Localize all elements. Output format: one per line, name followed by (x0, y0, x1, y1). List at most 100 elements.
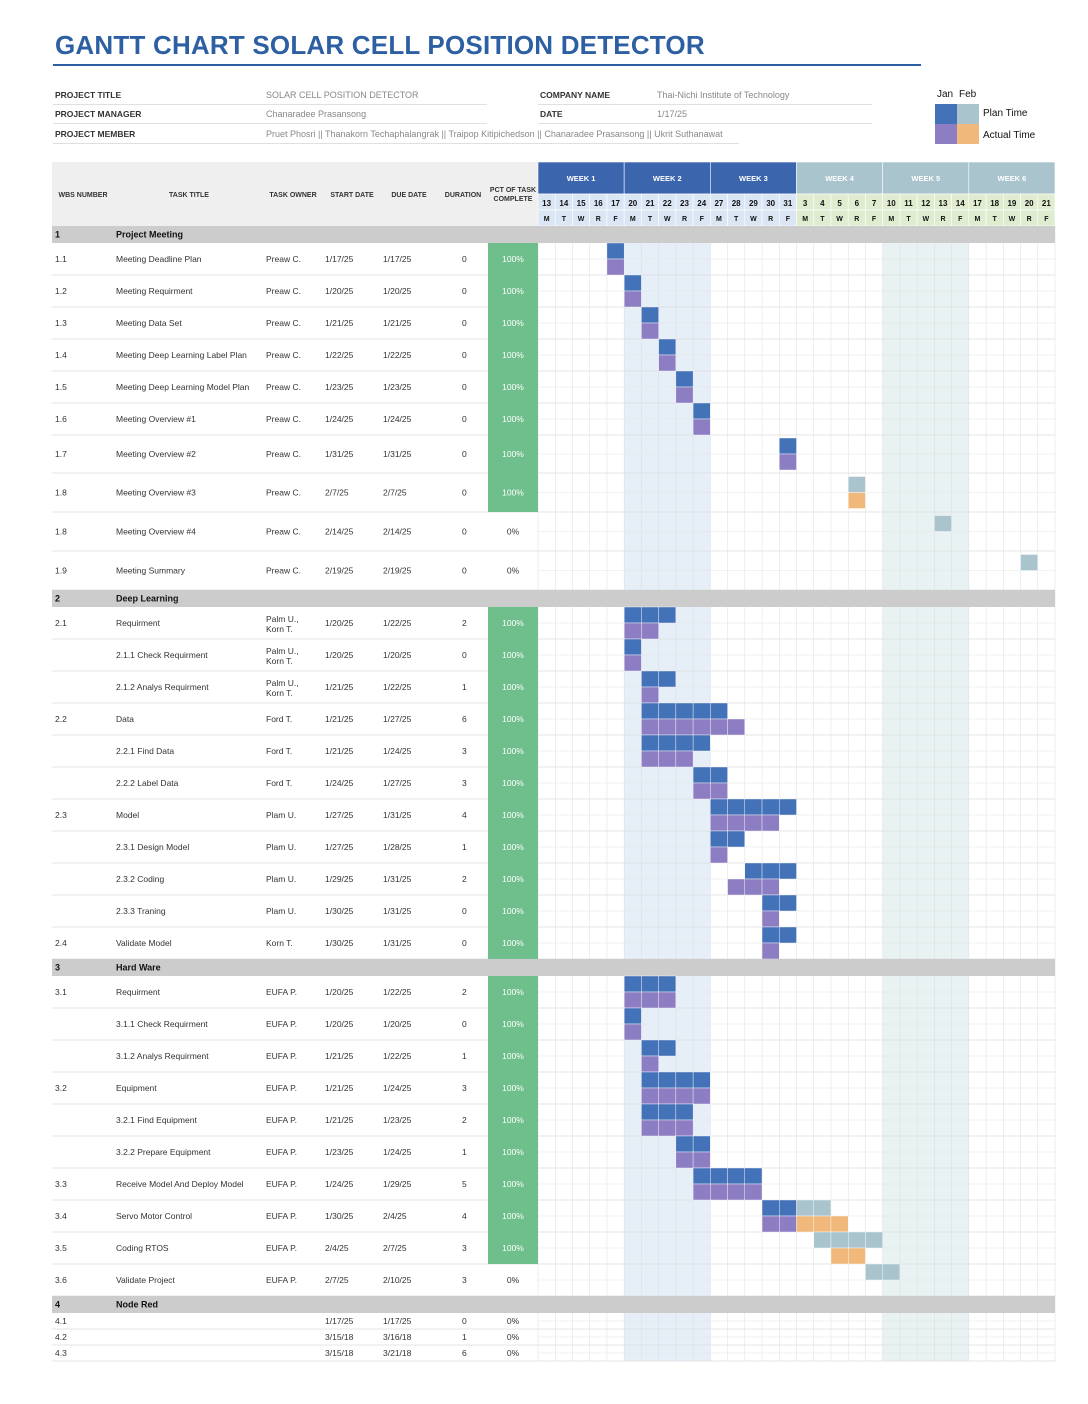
row-wbs: 3.2 (55, 1083, 67, 1093)
actual-bar-cell (779, 1215, 797, 1233)
actual-bar-cell (692, 1087, 711, 1105)
row-duration: 0 (462, 382, 467, 392)
plan-bar-cell (744, 1167, 763, 1185)
plan-bar-cell (675, 734, 694, 752)
pct-cell (488, 1200, 538, 1232)
plan-bar-cell (882, 1263, 901, 1281)
plan-bar-cell (813, 1199, 832, 1217)
row-title: Data (116, 714, 134, 724)
row-due-date: 1/22/25 (383, 350, 412, 360)
column-header-pct-line1: PCT OF TASK (490, 187, 536, 194)
plan-bar-cell (710, 766, 728, 784)
day-label: 7 (872, 199, 877, 208)
row-owner: Preaw C. (266, 286, 301, 296)
plan-bar-cell (692, 1071, 711, 1089)
actual-bar-cell (761, 942, 780, 960)
actual-bar-cell (658, 354, 677, 372)
row-title: 2.3.3 Traning (116, 906, 166, 916)
row-duration: 0 (462, 414, 467, 424)
plan-bar-cell (641, 1039, 659, 1057)
day-label: 3 (803, 199, 808, 208)
day-label: 6 (855, 199, 860, 208)
pct-cell (488, 1168, 538, 1200)
week-header-label: WEEK 4 (825, 174, 855, 183)
row-due-date: 2/4/25 (383, 1211, 407, 1221)
actual-bar-cell (761, 814, 780, 832)
row-start-date: 3/15/18 (325, 1332, 354, 1342)
column-header: TASK OWNER (269, 192, 316, 199)
row-owner: EUFA P. (266, 1243, 297, 1253)
row-start-date: 1/17/25 (325, 1316, 354, 1326)
row-due-date: 1/27/25 (383, 778, 412, 788)
weekday-label: R (1027, 216, 1032, 223)
legend-plan-jan-swatch (935, 104, 957, 124)
row-start-date: 1/29/25 (325, 874, 354, 884)
weekday-label: T (820, 216, 825, 223)
plan-bar-cell (675, 370, 694, 388)
row-due-date: 1/28/25 (383, 842, 412, 852)
row-title: Equipment (116, 1083, 157, 1093)
actual-bar-cell (761, 910, 780, 928)
pct-cell (488, 243, 538, 275)
row-duration: 1 (462, 1147, 467, 1157)
row-duration: 0 (462, 449, 467, 459)
plan-bar-cell (692, 734, 711, 752)
week-header-label: WEEK 3 (739, 174, 768, 183)
plan-bar-cell (692, 702, 711, 720)
row-pct: 100% (502, 488, 524, 498)
day-label: 31 (783, 199, 792, 208)
row-due-date: 1/24/25 (383, 746, 412, 756)
row-duration: 0 (462, 650, 467, 660)
company-value: Thai-Nichi Institute of Technology (657, 90, 790, 100)
row-wbs: 4.1 (55, 1316, 67, 1326)
day-label: 21 (1042, 199, 1051, 208)
row-duration: 0 (462, 350, 467, 360)
row-pct: 100% (502, 1179, 524, 1189)
column-header-pct-line2: COMPLETE (494, 196, 533, 203)
row-wbs: 1.8 (55, 527, 67, 537)
row-owner: Preaw C. (266, 488, 301, 498)
weekday-label: W (1009, 216, 1016, 223)
actual-bar-cell (692, 1183, 711, 1201)
plan-bar-cell (710, 1167, 728, 1185)
legend-actual-label: Actual Time (983, 130, 1036, 141)
pct-cell (488, 703, 538, 735)
plan-bar-cell (934, 515, 952, 532)
plan-bar-cell (779, 798, 797, 816)
row-title: Meeting Overview #4 (116, 527, 196, 537)
legend-actual-jan-swatch (935, 124, 957, 144)
row-duration: 5 (462, 1179, 467, 1189)
actual-bar-cell (641, 622, 659, 640)
week-header-cell (537, 161, 625, 195)
row-title: Validate Project (116, 1275, 176, 1285)
row-duration: 2 (462, 1115, 467, 1125)
row-duration: 0 (462, 566, 467, 576)
row-pct: 100% (502, 778, 524, 788)
row-duration: 2 (462, 987, 467, 997)
week-band (882, 226, 969, 1361)
row-start-date: 1/24/25 (325, 1179, 354, 1189)
row-owner: Preaw C. (266, 382, 301, 392)
date-value: 1/17/25 (657, 109, 688, 119)
section-title: Hard Ware (116, 963, 161, 973)
plan-bar-cell (623, 606, 642, 624)
plan-bar-cell (779, 437, 797, 455)
plan-bar-cell (623, 1007, 642, 1025)
project-member-label: PROJECT MEMBER (55, 129, 136, 139)
day-label: 14 (559, 199, 568, 208)
row-pct: 100% (502, 414, 524, 424)
row-due-date: 1/24/25 (383, 414, 412, 424)
row-owner: EUFA P. (266, 1147, 297, 1157)
row-pct: 100% (502, 874, 524, 884)
row-start-date: 1/21/25 (325, 1051, 354, 1061)
pct-cell (488, 735, 538, 767)
row-pct: 100% (502, 1019, 524, 1029)
plan-bar-cell (623, 975, 642, 993)
row-title: Requirment (116, 987, 161, 997)
plan-bar-cell (675, 1071, 694, 1089)
row-start-date: 1/21/25 (325, 318, 354, 328)
row-owner: Plam U. (266, 906, 296, 916)
row-start-date: 1/21/25 (325, 746, 354, 756)
weekday-label: M (716, 216, 722, 223)
pct-cell (488, 767, 538, 799)
